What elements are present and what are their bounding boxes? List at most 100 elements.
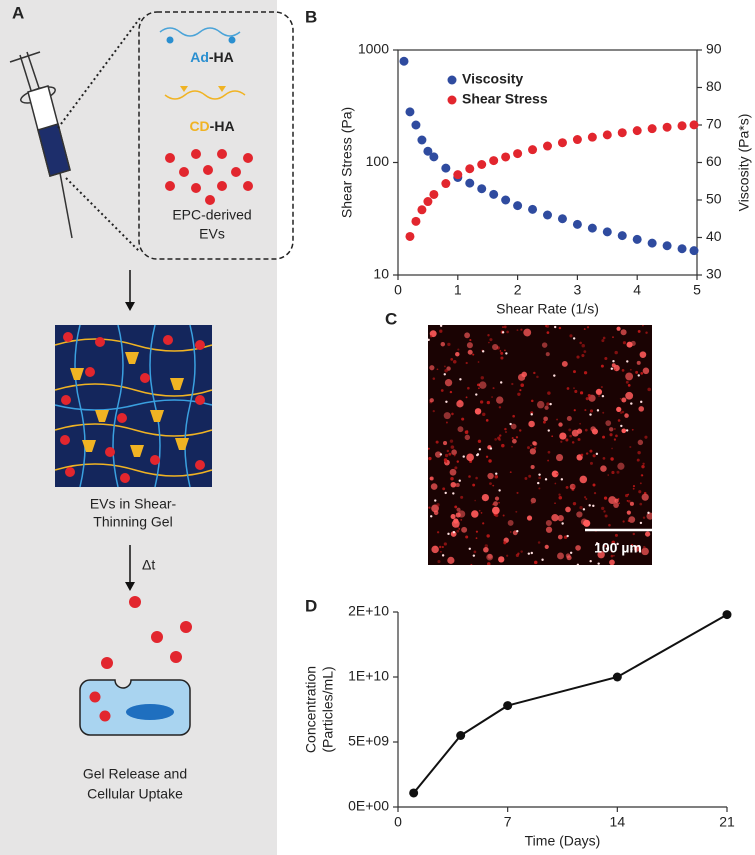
particle: [585, 497, 588, 500]
particle: [474, 499, 476, 502]
ring: [125, 352, 139, 364]
particle-core: [445, 400, 448, 403]
particle-core: [439, 453, 443, 456]
particle: [482, 412, 486, 417]
particle: [617, 419, 621, 422]
particle: [642, 545, 646, 549]
particle: [545, 352, 550, 357]
x-tick-label: 5: [693, 282, 701, 298]
data-point: [572, 219, 582, 229]
particle: [544, 544, 549, 550]
particle-core: [544, 478, 548, 481]
y-tick-label: 2E+10: [348, 603, 389, 619]
particle: [640, 372, 644, 375]
particle: [530, 399, 534, 403]
particle: [610, 554, 614, 558]
particle: [602, 411, 605, 414]
particle: [484, 544, 488, 548]
ev: [191, 183, 201, 193]
particle: [446, 449, 450, 453]
ha-text: -HA: [210, 118, 235, 134]
particle-core: [462, 455, 465, 458]
particle: [641, 464, 645, 469]
particle: [576, 511, 583, 518]
evs-label: EPC-derived: [172, 207, 251, 223]
particle: [492, 343, 499, 351]
particle: [619, 397, 622, 400]
particle: [613, 502, 619, 508]
x-tick-label: 7: [504, 814, 512, 830]
particle: [545, 519, 552, 527]
particle-core: [625, 429, 629, 432]
particle: [547, 391, 551, 395]
particle: [558, 422, 563, 427]
particle: [523, 328, 532, 337]
particle: [443, 441, 448, 446]
particle: [444, 368, 448, 373]
particle: [613, 427, 616, 430]
ev: [217, 181, 227, 191]
data-point: [501, 152, 511, 162]
y-tick-label: 1000: [358, 41, 389, 57]
particle-core: [498, 489, 501, 492]
data-point: [423, 146, 433, 156]
particle: [436, 531, 440, 534]
particle: [491, 506, 500, 515]
data-point: [557, 138, 567, 148]
particle-core: [582, 508, 586, 511]
particle: [500, 356, 504, 360]
particle: [492, 387, 495, 390]
particle: [430, 483, 438, 490]
particle: [489, 482, 492, 485]
ev: [101, 657, 113, 669]
particle: [511, 445, 513, 448]
particle: [581, 343, 585, 348]
particle: [559, 432, 567, 440]
particle: [504, 430, 508, 434]
nucleus: [126, 704, 174, 720]
particle: [443, 458, 448, 462]
particle: [616, 470, 620, 474]
particle: [641, 474, 644, 477]
particle: [465, 361, 468, 365]
ev: [170, 651, 182, 663]
ev: [61, 395, 71, 405]
y-tick-label: 0E+00: [348, 798, 389, 814]
particle: [614, 498, 619, 503]
particle-core: [630, 548, 633, 551]
particle: [602, 457, 606, 460]
particle: [456, 460, 459, 463]
particle: [444, 453, 449, 458]
y2-axis-label: Viscosity (Pa*s): [736, 114, 752, 212]
ad-ha-label: Ad-HA: [190, 49, 234, 65]
particle: [561, 360, 568, 367]
particle: [611, 447, 613, 450]
particle: [565, 553, 571, 559]
particle-core: [439, 325, 443, 327]
particle: [516, 329, 519, 332]
particle: [585, 397, 589, 401]
particle: [468, 475, 471, 478]
cd-ha-label: CD-HA: [189, 118, 234, 134]
particle-core: [610, 367, 614, 370]
ev: [180, 621, 192, 633]
particle: [642, 516, 646, 519]
particle: [613, 438, 617, 441]
particle: [614, 533, 618, 537]
particle: [536, 400, 545, 409]
particle: [646, 512, 652, 520]
ev: [60, 435, 70, 445]
particle-core: [452, 492, 455, 495]
particle: [465, 396, 468, 399]
x-tick-label: 14: [610, 814, 626, 830]
particle: [479, 381, 487, 389]
particle: [595, 388, 603, 396]
ring: [95, 410, 109, 422]
particle: [431, 545, 439, 554]
x-tick-label: 2: [514, 282, 522, 298]
particle: [609, 433, 613, 437]
particle: [479, 400, 484, 404]
particle: [551, 435, 554, 438]
gel-label: Thinning Gel: [93, 514, 172, 530]
particle: [519, 389, 522, 392]
